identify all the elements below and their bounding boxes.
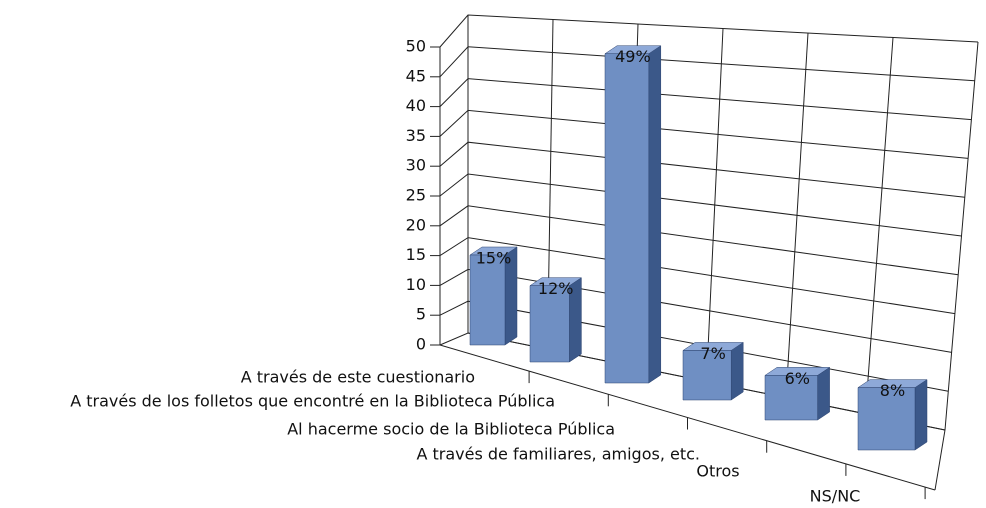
y-tick-label: 0 <box>416 335 426 354</box>
grid-line <box>439 109 969 159</box>
bar <box>469 246 518 346</box>
bar-front <box>529 285 570 363</box>
y-tick-label: 40 <box>406 96 426 115</box>
value-label: 8% <box>880 381 905 400</box>
bar-front <box>604 53 650 384</box>
y-tick-label: 5 <box>416 305 426 324</box>
grid-line <box>439 237 955 315</box>
bar <box>682 341 745 401</box>
y-tick-label: 50 <box>406 37 426 56</box>
bar-side <box>730 341 744 401</box>
grid-line <box>439 205 959 276</box>
value-label: 12% <box>538 279 574 298</box>
bar-side <box>914 379 928 451</box>
value-label: 49% <box>615 47 651 66</box>
y-tick-label: 45 <box>406 66 426 85</box>
bar-side <box>648 45 662 384</box>
bar-side <box>817 366 830 421</box>
x-tick-label: A través de familiares, amigos, etc. <box>416 445 700 464</box>
value-label: 7% <box>700 344 725 363</box>
floor-right-edge <box>934 429 946 491</box>
y-tick-label: 15 <box>406 245 426 264</box>
bar-front <box>857 387 916 451</box>
grid-line <box>439 46 975 82</box>
grid-line <box>439 268 952 353</box>
bar <box>604 45 662 384</box>
bar-front <box>469 254 506 346</box>
bar <box>764 366 831 421</box>
x-tick-label: Otros <box>696 462 739 481</box>
y-tick-label: 25 <box>406 186 426 205</box>
grid-line <box>439 300 949 392</box>
bar-front <box>682 350 732 401</box>
x-tick-label: NS/NC <box>810 487 861 506</box>
y-tick-label: 35 <box>406 126 426 145</box>
grid-line <box>439 78 972 121</box>
grid-line <box>439 14 979 48</box>
bar <box>857 379 928 451</box>
grid-line <box>439 141 965 198</box>
bar <box>529 277 583 363</box>
grid-line <box>439 173 962 237</box>
value-label: 15% <box>476 249 512 268</box>
value-label: 6% <box>785 369 810 388</box>
y-tick-label: 30 <box>406 156 426 175</box>
y-tick-label: 20 <box>406 215 426 234</box>
x-tick-label: A través de este cuestionario <box>241 368 475 387</box>
x-tick-label: A través de los folletos que encontré en… <box>70 392 555 411</box>
y-tick-label: 10 <box>406 275 426 294</box>
x-tick-label: Al hacerme socio de la Biblioteca Públic… <box>287 420 615 439</box>
bar-front <box>764 375 818 421</box>
